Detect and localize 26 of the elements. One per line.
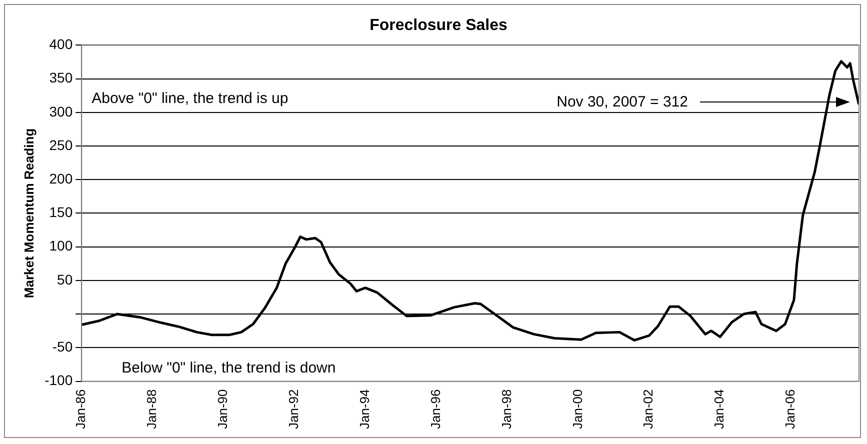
y-tick-label: 100 — [49, 238, 73, 254]
x-tick-label: Jan-98 — [498, 389, 514, 429]
x-tick-label: Jan-90 — [215, 389, 230, 429]
x-tick-label: Jan-94 — [356, 389, 372, 429]
x-tick-label: Jan-92 — [286, 389, 302, 429]
y-tick-label: -50 — [52, 338, 73, 355]
y-tick-label: 150 — [49, 204, 73, 220]
y-tick-label: 400 — [49, 36, 73, 52]
x-tick-label: Jan-88 — [144, 389, 160, 429]
y-tick-label: 300 — [49, 103, 73, 120]
annotation: Above "0" line, the trend is up — [92, 90, 288, 108]
annotation: Nov 30, 2007 = 312 — [556, 93, 688, 110]
y-tick-label: 350 — [49, 70, 73, 86]
y-tick-label: -100 — [44, 372, 73, 388]
chart-title: Foreclosure Sales — [370, 17, 508, 34]
x-tick-label: Jan-04 — [712, 389, 727, 429]
x-tick-label: Jan-02 — [640, 389, 656, 429]
y-tick-label: 250 — [49, 136, 73, 153]
x-tick-label: Jan-86 — [73, 389, 88, 429]
y-tick-label: 200 — [49, 170, 73, 186]
x-tick-label: Jan-06 — [782, 389, 798, 429]
y-tick-label: 50 — [57, 271, 73, 288]
annotation: Below "0" line, the trend is down — [122, 359, 336, 376]
x-tick-label: Jan-96 — [428, 389, 443, 429]
x-tick-label: Jan-00 — [570, 389, 585, 429]
y-axis-title: Market Momentum Reading — [21, 128, 36, 298]
